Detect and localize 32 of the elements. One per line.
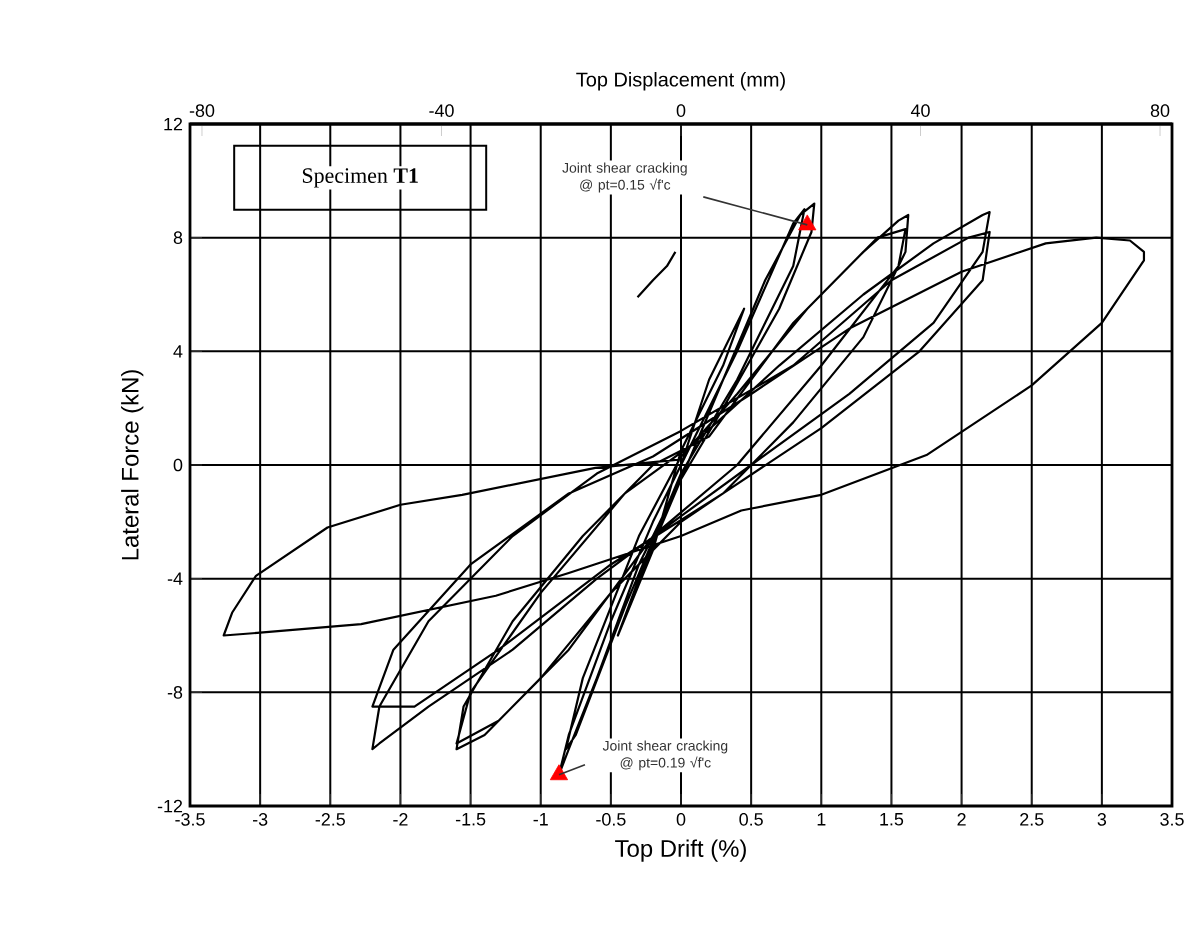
x2-tick-label: 40 bbox=[910, 104, 930, 117]
y-tick-label: -8 bbox=[167, 685, 183, 699]
x-tick-label: 3.5 bbox=[1160, 813, 1184, 826]
x2-tick-label: -80 bbox=[189, 104, 215, 117]
x-tick-label: -1 bbox=[533, 813, 548, 826]
x-tick-label: -2 bbox=[393, 813, 408, 826]
y-tick-label: 4 bbox=[173, 345, 183, 358]
x-tick-label: -3.5 bbox=[175, 813, 205, 826]
y-tick-label: 0 bbox=[173, 458, 183, 472]
x-tick-label: 2.5 bbox=[1020, 813, 1044, 826]
x-tick-label: -1.5 bbox=[455, 813, 486, 826]
x2-tick-label: 0 bbox=[676, 104, 686, 117]
x-tick-label: -0.5 bbox=[596, 813, 626, 826]
x-tick-label: -3 bbox=[252, 813, 268, 826]
y-axis-title: Lateral Force (kN) bbox=[121, 370, 144, 560]
x-tick-label: 2 bbox=[957, 813, 966, 826]
annotation: Specimen T1 bbox=[302, 168, 418, 188]
x-axis-title: Top Drift (%) bbox=[615, 839, 746, 862]
x-tick-label: 0 bbox=[676, 813, 686, 826]
line-series bbox=[636, 250, 677, 299]
x-tick-label: -2.5 bbox=[315, 813, 345, 826]
x-tick-label: 3 bbox=[1097, 813, 1107, 826]
x-tick-label: 0.5 bbox=[739, 813, 763, 826]
x2-tick-label: 80 bbox=[1150, 104, 1170, 117]
x2-tick-label: -40 bbox=[429, 104, 454, 117]
y-tick-label: 12 bbox=[164, 117, 183, 131]
x-tick-label: 1.5 bbox=[880, 813, 904, 826]
x-tick-label: 1 bbox=[817, 813, 826, 826]
x2-axis-title: Top Displacement (mm) bbox=[576, 72, 785, 91]
y-tick-label: 8 bbox=[173, 231, 183, 245]
y-tick-label: -12 bbox=[157, 799, 183, 813]
y-tick-label: -4 bbox=[167, 572, 183, 585]
